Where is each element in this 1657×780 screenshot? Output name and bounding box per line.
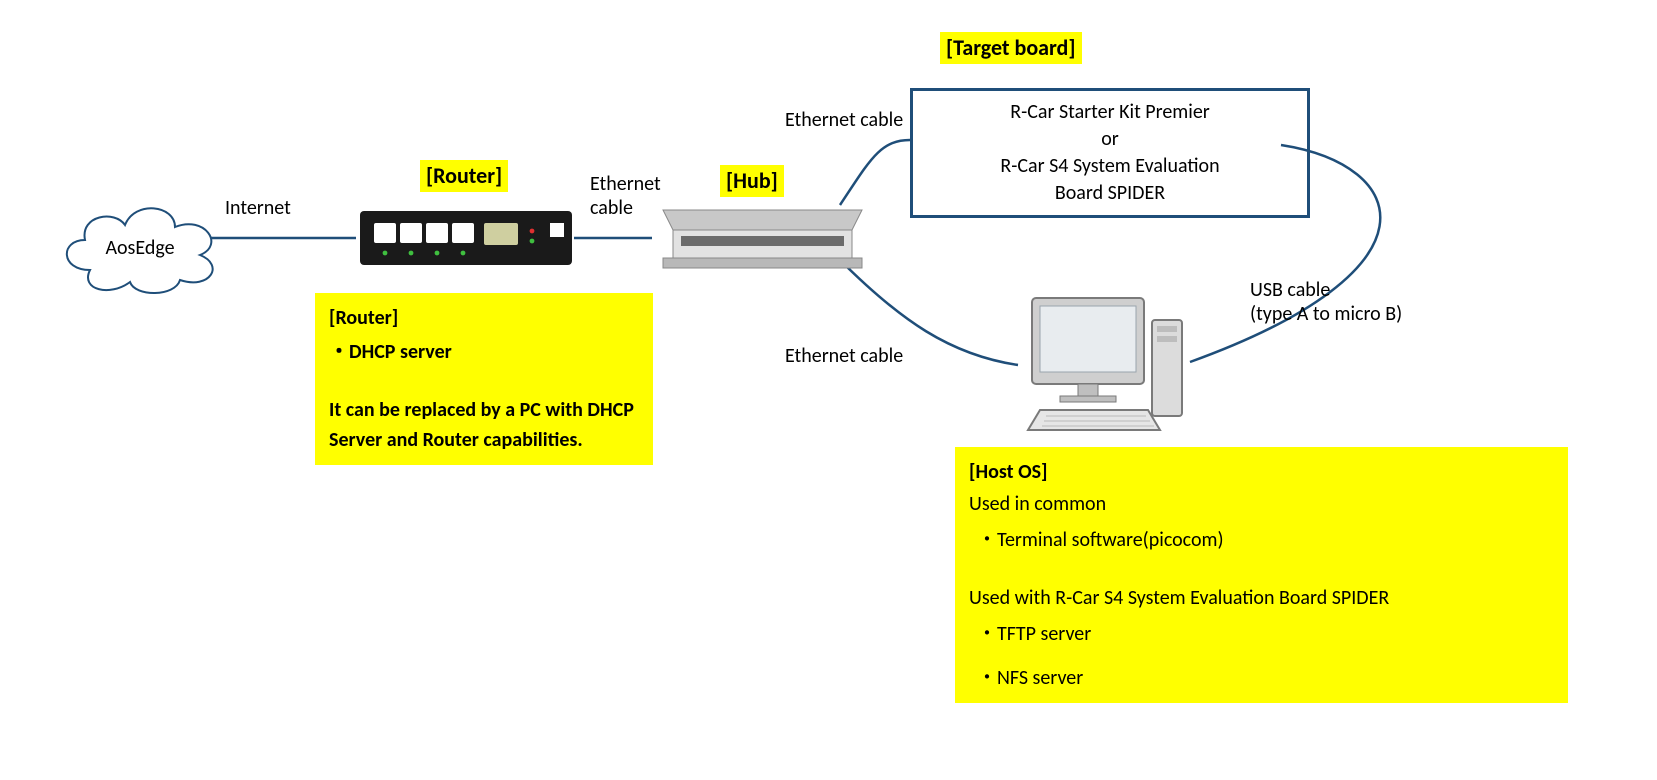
cloud-label: AosEdge xyxy=(55,195,225,300)
target-line1: R-Car Starter Kit Premier xyxy=(925,99,1295,126)
host-note-l4: ・TFTP server xyxy=(969,619,1554,649)
label-eth-hub-target: Ethernet cable xyxy=(785,108,903,132)
router-note: [Router] ・DHCP server It can be replaced… xyxy=(315,293,653,465)
target-board-box: R-Car Starter Kit Premier or R-Car S4 Sy… xyxy=(910,88,1310,218)
target-line2: or xyxy=(925,126,1295,153)
router-note-title: [Router] xyxy=(329,303,639,333)
host-note-l2: ・Terminal software(picocom) xyxy=(969,525,1554,555)
host-note-l3: Used with R-Car S4 System Evaluation Boa… xyxy=(969,583,1554,613)
hl-hub: [Hub] xyxy=(720,165,784,197)
router-icon xyxy=(360,205,572,275)
label-internet: Internet xyxy=(225,196,291,220)
host-note-title: [Host OS] xyxy=(969,457,1554,487)
host-note-l1: Used in common xyxy=(969,489,1554,519)
label-eth-hub-pc: Ethernet cable xyxy=(785,344,903,368)
edge-hub-target xyxy=(840,140,910,205)
hl-router: [Router] xyxy=(420,160,508,192)
host-note-l5: ・NFS server xyxy=(969,663,1554,693)
cloud-aosedge: AosEdge xyxy=(55,195,225,300)
label-eth-router-hub: Ethernet cable xyxy=(590,172,661,220)
hub-icon xyxy=(655,200,870,278)
host-note: [Host OS] Used in common ・Terminal softw… xyxy=(955,447,1568,703)
hl-target: [Target board] xyxy=(940,32,1082,64)
pc-icon xyxy=(1020,290,1190,440)
router-note-text: It can be replaced by a PC with DHCP Ser… xyxy=(329,395,639,455)
label-usb: USB cable (type A to micro B) xyxy=(1250,278,1402,326)
target-line4: Board SPIDER xyxy=(925,180,1295,207)
target-line3: R-Car S4 System Evaluation xyxy=(925,153,1295,180)
router-note-bullet: ・DHCP server xyxy=(329,337,639,367)
